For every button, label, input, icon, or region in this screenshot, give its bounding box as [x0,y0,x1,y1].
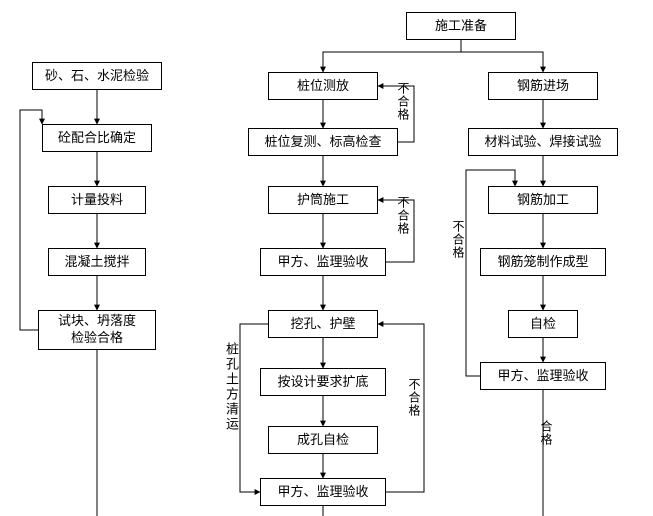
node-r6: 甲方、监理验收 [480,362,606,390]
node-label: 成孔自检 [297,432,349,449]
node-label: 挖孔、护壁 [290,316,355,333]
node-label: 施工准备 [435,18,487,35]
node-m2: 桩位复测、标高检查 [248,128,398,156]
node-label: 混凝土搅拌 [64,254,129,271]
node-m5: 挖孔、护壁 [268,310,378,338]
node-label: 桩位测放 [297,78,349,95]
node-label: 甲方、监理验收 [277,484,368,501]
node-l3: 计量投料 [48,186,146,214]
node-m8: 甲方、监理验收 [260,478,386,506]
node-m6: 按设计要求扩底 [260,368,386,396]
label-vt1: 桩孔土方清运 [222,342,241,432]
node-r4: 钢筋笼制作成型 [480,248,606,276]
node-r3: 钢筋加工 [488,186,598,214]
edge-0 [323,40,461,72]
node-label: 护筒施工 [297,192,349,209]
label-el1: 不合格 [395,82,412,121]
node-label: 计量投料 [71,192,123,209]
node-r2: 材料试验、焊接试验 [468,128,618,156]
edge-1 [461,40,543,72]
node-r5: 自检 [508,310,578,338]
node-m1: 桩位测放 [268,72,378,100]
node-r1: 钢筋进场 [488,72,598,100]
node-c0: 施工准备 [406,12,516,40]
node-label: 自检 [530,316,556,333]
node-label: 钢筋加工 [517,192,569,209]
node-label: 甲方、监理验收 [277,254,368,271]
node-label: 砼配合比确定 [58,130,136,147]
edge-19 [240,324,268,492]
node-label: 按设计要求扩底 [277,374,368,391]
label-el3: 不合格 [450,220,467,259]
node-l2: 砼配合比确定 [42,124,152,152]
node-m7: 成孔自检 [268,426,378,454]
label-el2: 不合格 [395,196,412,235]
node-label: 试块、坍落度 检验合格 [58,313,136,347]
label-el4: 不合格 [406,378,423,417]
node-l4: 混凝土搅拌 [48,248,146,276]
node-m4: 甲方、监理验收 [260,248,386,276]
label-el5: 合格 [538,420,555,446]
node-label: 材料试验、焊接试验 [484,134,601,151]
node-label: 桩位复测、标高检查 [264,134,381,151]
node-label: 钢筋笼制作成型 [497,254,588,271]
node-label: 砂、石、水泥检验 [45,68,149,85]
node-label: 钢筋进场 [517,78,569,95]
node-label: 甲方、监理验收 [497,368,588,385]
edge-7 [20,110,42,330]
node-m3: 护筒施工 [268,186,378,214]
node-l5: 试块、坍落度 检验合格 [38,310,156,350]
node-l1: 砂、石、水泥检验 [32,62,162,90]
